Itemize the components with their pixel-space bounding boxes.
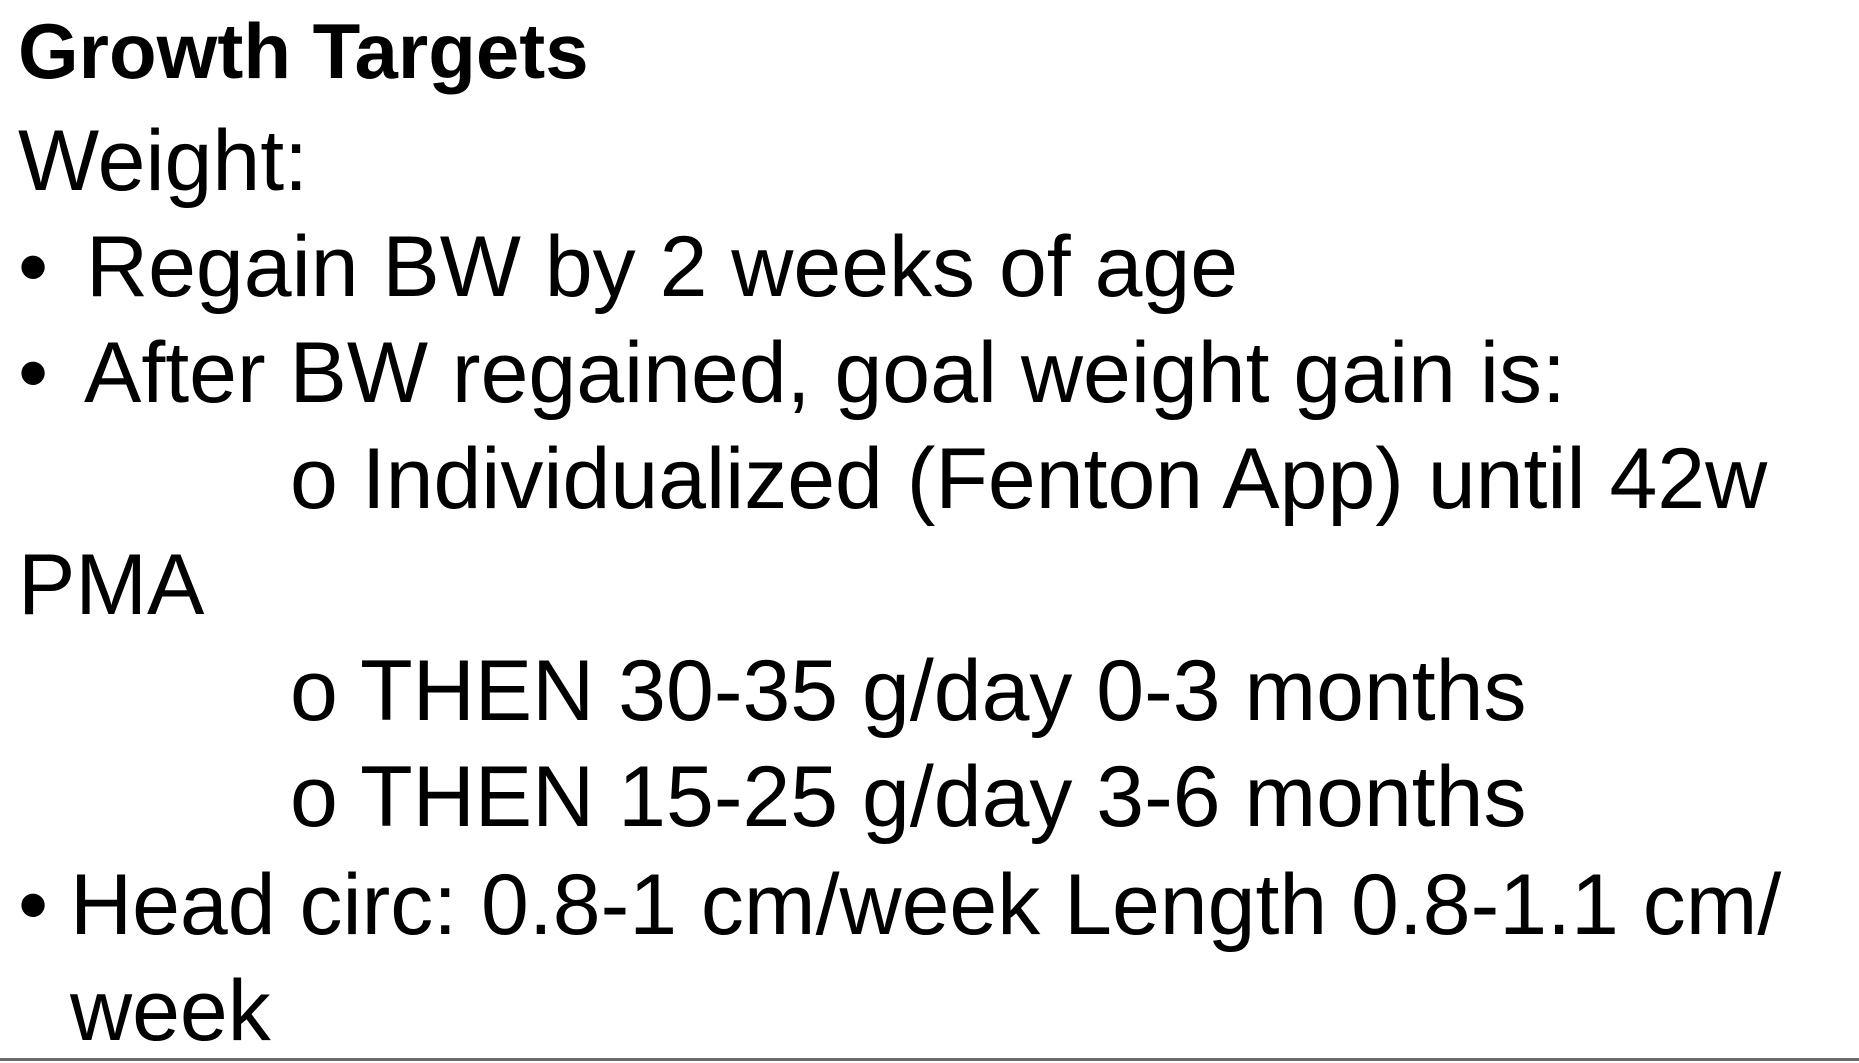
sub-item-individualized: o Individualized (Fenton App) until 42w bbox=[290, 431, 1768, 527]
bullet-head-circ-wrap: week bbox=[70, 963, 271, 1059]
sub-item-individualized-wrap: PMA bbox=[18, 537, 205, 633]
bullet-text: Head circ: 0.8-1 cm/week Length 0.8-1.1 … bbox=[70, 857, 1782, 953]
bullet-text: After BW regained, goal weight gain is: bbox=[84, 325, 1566, 421]
bullet-dot-icon: • bbox=[18, 219, 49, 315]
bullet-text: Regain BW by 2 weeks of age bbox=[86, 219, 1239, 315]
bottom-divider bbox=[0, 1058, 1859, 1061]
bullet-dot-icon: • bbox=[18, 325, 49, 421]
sub-item-3-6-months: o THEN 15-25 g/day 3-6 months bbox=[290, 749, 1527, 845]
slide-title: Growth Targets bbox=[18, 7, 589, 95]
bullet-dot-icon: • bbox=[18, 857, 49, 953]
weight-label: Weight: bbox=[18, 113, 308, 209]
sub-item-0-3-months: o THEN 30-35 g/day 0-3 months bbox=[290, 643, 1527, 739]
